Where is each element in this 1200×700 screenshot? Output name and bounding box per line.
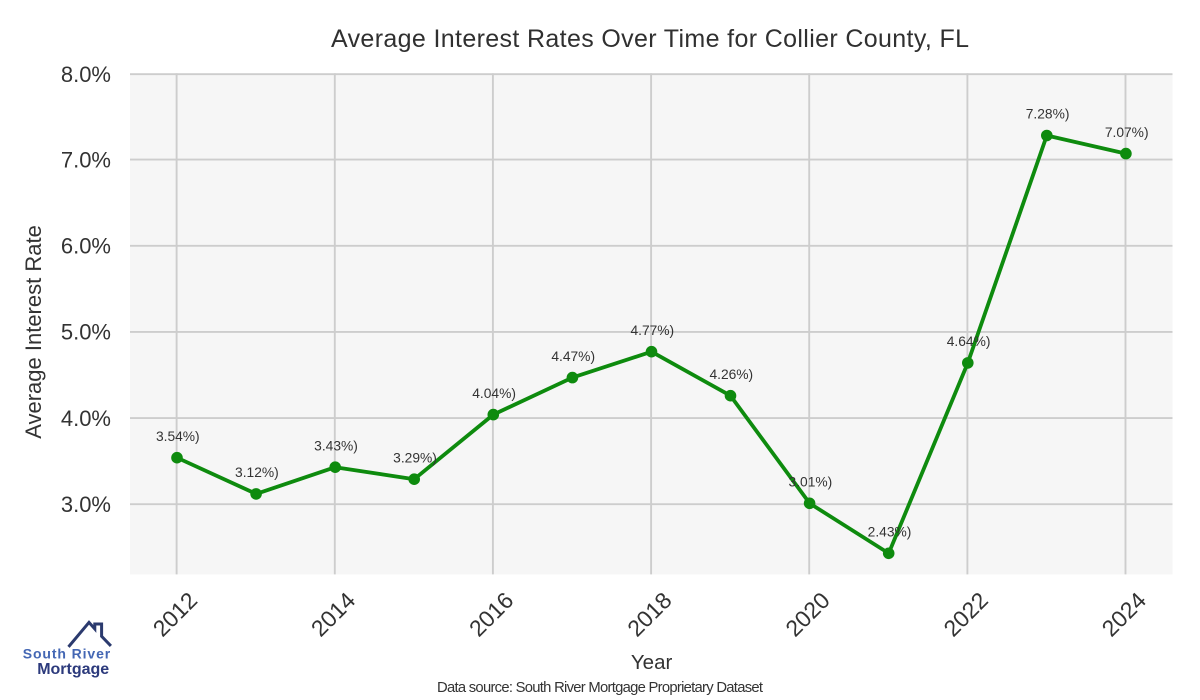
svg-text:5.0%: 5.0% [61, 320, 111, 345]
svg-text:7.0%: 7.0% [61, 147, 111, 172]
svg-text:3.0%: 3.0% [61, 492, 111, 517]
svg-text:4.64%): 4.64%) [947, 334, 991, 349]
svg-text:3.43%): 3.43%) [314, 438, 358, 453]
svg-text:3.01%): 3.01%) [789, 475, 833, 490]
svg-text:7.07%): 7.07%) [1105, 125, 1149, 140]
svg-text:4.77%): 4.77%) [630, 323, 674, 338]
svg-text:8.0%: 8.0% [61, 62, 111, 87]
svg-text:2.43%): 2.43%) [868, 525, 912, 540]
svg-text:4.0%: 4.0% [61, 406, 111, 431]
svg-text:Average Interest Rates Over Ti: Average Interest Rates Over Time for Col… [331, 25, 969, 53]
svg-text:Year: Year [631, 651, 673, 674]
svg-text:South River: South River [23, 645, 111, 661]
svg-text:3.54%): 3.54%) [156, 429, 200, 444]
svg-text:3.12%): 3.12%) [235, 465, 279, 480]
svg-text:3.29%): 3.29%) [393, 450, 437, 465]
svg-text:4.26%): 4.26%) [709, 367, 753, 382]
svg-text:6.0%: 6.0% [61, 234, 111, 259]
svg-text:7.28%): 7.28%) [1026, 107, 1070, 122]
svg-text:Data source: South River Mortg: Data source: South River Mortgage Propri… [437, 680, 763, 696]
svg-text:4.04%): 4.04%) [472, 386, 516, 401]
svg-text:Average Interest Rate: Average Interest Rate [21, 225, 46, 439]
svg-text:Mortgage: Mortgage [37, 661, 109, 678]
svg-text:4.47%): 4.47%) [551, 349, 595, 364]
